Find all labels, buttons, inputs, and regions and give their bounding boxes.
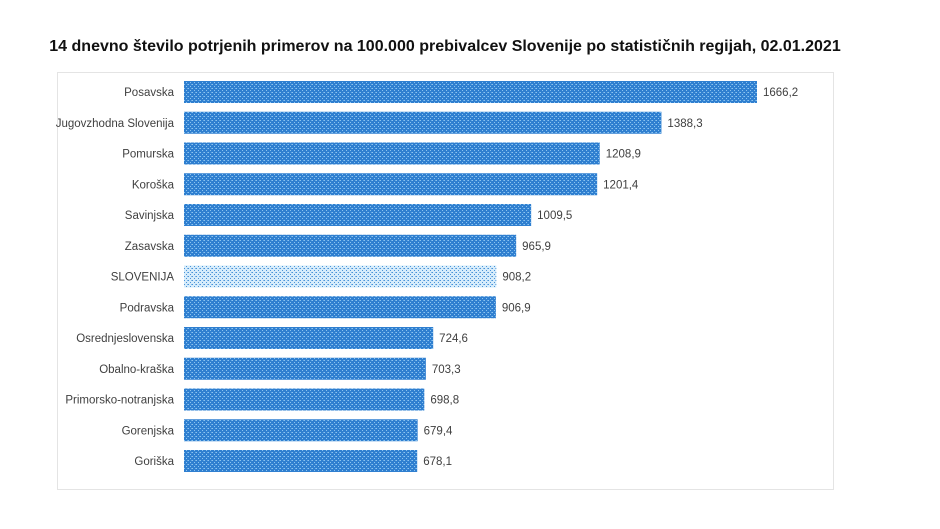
bar (184, 142, 600, 165)
category-label: Zasavska (125, 241, 175, 253)
bar (184, 111, 662, 134)
data-label: 724,6 (439, 333, 468, 345)
bar (184, 234, 517, 257)
data-label: 678,1 (423, 456, 452, 468)
category-label: Gorenjska (122, 425, 175, 437)
bar (184, 357, 426, 380)
category-label: Posavska (124, 87, 174, 99)
chart-frame (57, 72, 834, 490)
category-label: Podravska (120, 302, 175, 314)
data-label: 1208,9 (606, 149, 641, 161)
category-label: Koroška (132, 179, 175, 191)
data-label: 1666,2 (763, 87, 798, 99)
category-label: Pomurska (122, 149, 174, 161)
bar (184, 173, 598, 196)
category-label: Goriška (134, 456, 174, 468)
data-label: 906,9 (502, 302, 531, 314)
data-label: 1388,3 (667, 118, 702, 130)
data-label: 1009,5 (537, 210, 572, 222)
chart-title: 14 dnevno število potrjenih primerov na … (49, 38, 841, 55)
category-label: Osrednjeslovenska (76, 333, 174, 345)
category-label: SLOVENIJA (111, 272, 175, 284)
category-label: Jugovzhodna Slovenija (56, 118, 175, 130)
data-label: 698,8 (430, 395, 459, 407)
category-label: Savinjska (125, 210, 175, 222)
bar (184, 81, 757, 103)
data-label: 965,9 (522, 241, 551, 253)
bar (184, 296, 496, 319)
bar (184, 204, 532, 226)
bar (184, 265, 497, 288)
bar (184, 450, 418, 472)
category-label: Primorsko-notranjska (65, 395, 174, 407)
data-label: 679,4 (424, 425, 453, 437)
bar (184, 388, 425, 411)
data-label: 908,2 (502, 272, 531, 284)
data-label: 1201,4 (603, 179, 639, 191)
category-label: Obalno-kraška (99, 364, 174, 376)
bar (184, 419, 418, 442)
bar (184, 327, 434, 349)
data-label: 703,3 (432, 364, 461, 376)
